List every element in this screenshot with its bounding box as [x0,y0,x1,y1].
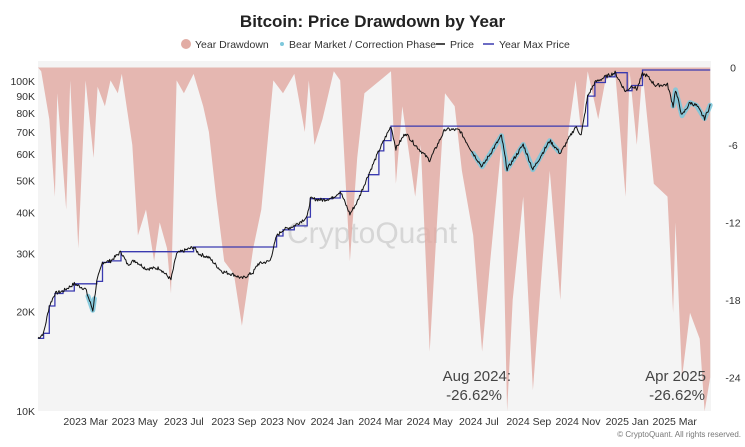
legend-drawdown-marker [181,39,191,49]
legend-bear-marker [280,42,284,46]
left-tick-label: 30K [16,249,35,261]
x-tick-label: 2025 Jan [606,416,649,428]
annotation-apr-2025-value: -26.62% [649,387,705,404]
price-layer [37,70,711,339]
right-tick-label: -24 [725,372,740,384]
year-max-price-line [38,69,711,340]
x-tick-label: 2024 Jul [459,416,499,428]
annotation-aug-2024-label: Aug 2024: [443,368,511,385]
left-tick-label: 100K [10,76,35,88]
legend-price-label: Price [450,39,474,51]
x-tick-label: 2023 May [112,416,159,428]
annotation-apr-2025: Apr 2025 -26.62% [645,368,706,404]
left-tick-label: 10K [16,406,35,418]
year-max-layer [38,69,711,340]
annotation-apr-2025-label: Apr 2025 [645,368,706,385]
left-tick-label: 90K [16,91,35,103]
right-tick-label: -6 [728,140,737,152]
left-tick-label: 60K [16,149,35,161]
right-tick-label: 0 [730,63,736,75]
legend: Year Drawdown Bear Market / Correction P… [181,39,570,51]
right-tick-label: -12 [725,217,740,229]
x-tick-label: 2023 Nov [261,416,307,428]
x-tick-label: 2024 Mar [358,416,403,428]
left-tick-label: 40K [16,207,35,219]
left-axis-ticks: 10K 20K 30K 40K 50K 60K 70K 80K 90K 100K [10,76,35,418]
right-axis-ticks: 0 -6 -12 -18 -24 [725,63,740,385]
x-tick-label: 2024 May [407,416,454,428]
left-tick-label: 20K [16,307,35,319]
x-tick-label: 2025 Mar [653,416,698,428]
left-tick-label: 50K [16,175,35,187]
price-line [37,70,711,339]
x-tick-label: 2024 Nov [556,416,602,428]
x-tick-label: 2024 Sep [506,416,551,428]
left-tick-label: 80K [16,108,35,120]
legend-bear-label: Bear Market / Correction Phase [289,39,436,51]
chart-title: Bitcoin: Price Drawdown by Year [240,12,506,31]
legend-yearmax-label: Year Max Price [499,39,570,51]
x-axis-ticks: 2023 Mar 2023 May 2023 Jul 2023 Sep 2023 Nov… [63,416,697,428]
annotation-aug-2024: Aug 2024: -26.62% [443,368,511,404]
x-tick-label: 2023 Mar [63,416,108,428]
x-tick-label: 2023 Sep [211,416,256,428]
copyright-credit: © CryptoQuant. All rights reserved. [617,430,741,439]
legend-drawdown-label: Year Drawdown [195,39,269,51]
x-tick-label: 2024 Jan [311,416,354,428]
left-tick-label: 70K [16,127,35,139]
x-tick-label: 2023 Jul [164,416,204,428]
right-tick-label: -18 [725,295,740,307]
annotation-aug-2024-value: -26.62% [446,387,502,404]
